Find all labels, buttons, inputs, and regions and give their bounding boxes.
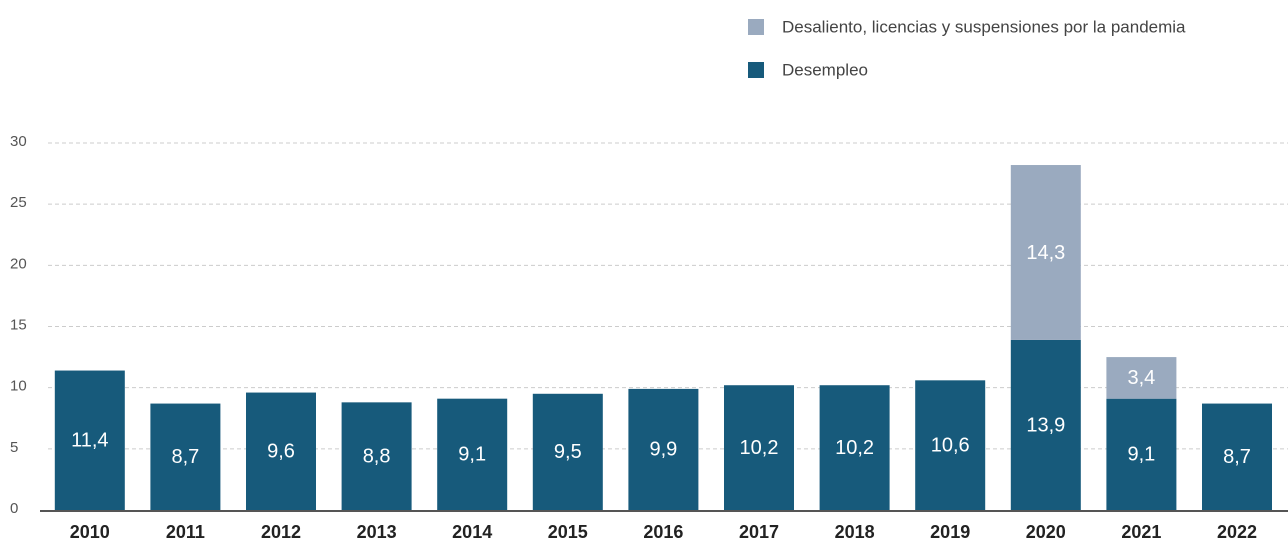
- x-tick-label: 2013: [357, 522, 397, 542]
- value-label: 8,7: [1223, 446, 1251, 468]
- value-label: 9,1: [458, 444, 486, 466]
- y-tick-label: 15: [10, 316, 27, 333]
- bar-segment: [246, 392, 316, 510]
- y-tick-label: 25: [10, 194, 27, 211]
- x-tick-label: 2020: [1026, 522, 1066, 542]
- y-tick-label: 20: [10, 255, 27, 272]
- x-tick-label: 2017: [739, 522, 779, 542]
- x-tick-label: 2016: [643, 522, 683, 542]
- bar-segment: [1106, 398, 1177, 510]
- x-tick-label: 2012: [261, 522, 301, 542]
- legend-label: Desaliento, licencias y suspensiones por…: [782, 17, 1186, 36]
- value-label: 8,8: [363, 445, 391, 467]
- y-tick-label: 30: [10, 133, 27, 150]
- bar-segment: [1202, 403, 1272, 510]
- value-label: 9,6: [267, 441, 295, 463]
- value-label: 13,9: [1026, 414, 1065, 436]
- value-label: 14,3: [1026, 242, 1065, 264]
- x-tick-label: 2015: [548, 522, 588, 542]
- value-label: 9,9: [649, 439, 677, 461]
- bar-segment: [437, 398, 508, 510]
- value-label: 8,7: [171, 446, 199, 468]
- bar-segment: [1010, 165, 1081, 340]
- x-tick-label: 2018: [835, 522, 875, 542]
- bar-segment: [54, 370, 125, 510]
- y-tick-label: 0: [10, 500, 18, 517]
- bar-segment: [724, 385, 794, 510]
- x-tick-label: 2011: [166, 522, 205, 542]
- legend-label: Desempleo: [782, 60, 868, 79]
- bar-segment: [341, 402, 412, 510]
- x-tick-label: 2014: [452, 522, 492, 542]
- value-label: 9,5: [554, 441, 582, 463]
- legend-swatch: [748, 62, 764, 78]
- value-label: 10,6: [931, 434, 970, 456]
- bar-segment: [150, 403, 221, 510]
- bar-segment: [819, 385, 890, 510]
- bar-segment: [628, 388, 699, 510]
- value-label: 10,2: [740, 437, 779, 459]
- x-tick-label: 2019: [930, 522, 970, 542]
- x-tick-label: 2022: [1217, 522, 1257, 542]
- value-label: 3,4: [1127, 367, 1155, 389]
- value-label: 9,1: [1127, 444, 1155, 466]
- value-label: 10,2: [835, 437, 874, 459]
- bar-segment: [532, 393, 603, 510]
- y-tick-label: 10: [10, 378, 27, 395]
- value-label: 11,4: [71, 430, 108, 452]
- bar-segment: [1010, 339, 1081, 510]
- legend-swatch: [748, 19, 764, 35]
- x-tick-label: 2010: [70, 522, 110, 542]
- bar-segment: [915, 380, 986, 510]
- bar-segment: [1106, 357, 1177, 399]
- x-tick-label: 2021: [1121, 522, 1161, 542]
- y-tick-label: 5: [10, 439, 18, 456]
